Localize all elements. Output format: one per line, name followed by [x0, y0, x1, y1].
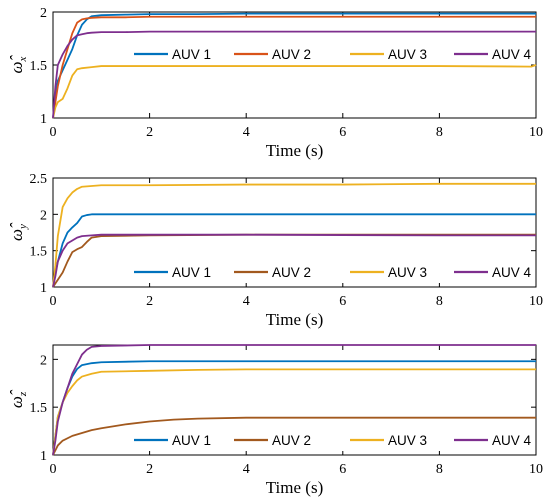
legend-label-auv-3: AUV 3	[388, 433, 427, 448]
x-tick-label: 4	[243, 294, 250, 309]
x-tick-label: 10	[529, 125, 543, 140]
legend-label-auv-3: AUV 3	[388, 47, 427, 62]
y-tick-label: 2	[40, 353, 47, 368]
y-axis-label-subscript: z	[17, 391, 29, 397]
y-axis-label: ω̂z	[7, 389, 29, 408]
x-tick-label: 6	[339, 294, 346, 309]
series-line-auv-2	[52, 15, 536, 119]
x-axis-label: Time (s)	[266, 141, 323, 160]
y-tick-label: 1	[40, 281, 47, 296]
legend: AUV 1 AUV 2 AUV 3 AUV 4	[130, 429, 532, 451]
y-tick-label: 2.5	[30, 172, 48, 187]
y-tick-label: 1.5	[30, 59, 48, 74]
legend-background	[130, 429, 526, 451]
legend-label-auv-2: AUV 2	[272, 433, 311, 448]
y-tick-label: 1.5	[30, 245, 48, 260]
x-tick-label: 2	[146, 462, 153, 477]
x-tick-label: 0	[50, 294, 57, 309]
legend-label-auv-3: AUV 3	[388, 265, 427, 280]
x-tick-label: 2	[146, 125, 153, 140]
legend: AUV 1 AUV 2 AUV 3 AUV 4	[130, 43, 532, 65]
y-axis-label: ω̂y	[7, 222, 29, 241]
x-tick-label: 8	[436, 294, 443, 309]
y-axis-label-subscript: x	[17, 56, 29, 62]
x-axis-label: Time (s)	[266, 478, 323, 497]
x-axis-label: Time (s)	[266, 310, 323, 329]
y-axis-label-subscript: y	[17, 224, 29, 230]
legend-label-auv-1: AUV 1	[172, 47, 211, 62]
series-line-auv-4	[52, 344, 536, 456]
legend-label-auv-1: AUV 1	[172, 433, 211, 448]
legend-label-auv-2: AUV 2	[272, 47, 311, 62]
legend: AUV 1 AUV 2 AUV 3 AUV 4	[130, 261, 532, 283]
series-line-auv-3	[52, 182, 536, 288]
series-line-auv-4	[52, 233, 536, 288]
x-tick-label: 4	[243, 125, 250, 140]
legend-label-auv-1: AUV 1	[172, 265, 211, 280]
y-tick-label: 2	[40, 6, 47, 21]
legend-label-auv-4: AUV 4	[492, 265, 532, 280]
y-tick-label: 1.5	[30, 401, 48, 416]
series-line-auv-4	[52, 30, 536, 119]
y-tick-label: 2	[40, 208, 47, 223]
series-line-auv-1	[52, 213, 536, 288]
x-tick-label: 0	[50, 462, 57, 477]
x-tick-label: 6	[339, 462, 346, 477]
legend-label-auv-4: AUV 4	[492, 47, 532, 62]
y-tick-label: 1	[40, 449, 47, 464]
axes-box	[52, 177, 537, 288]
legend-background	[130, 43, 526, 65]
legend-label-auv-4: AUV 4	[492, 433, 532, 448]
series-line-auv-2	[52, 416, 536, 456]
series-line-auv-3	[52, 64, 537, 119]
x-tick-label: 6	[339, 125, 346, 140]
x-tick-label: 4	[243, 462, 250, 477]
legend-label-auv-2: AUV 2	[272, 265, 311, 280]
x-tick-label: 2	[146, 294, 153, 309]
x-tick-label: 8	[436, 462, 443, 477]
x-tick-label: 10	[529, 462, 543, 477]
y-axis-label: ω̂x	[7, 54, 29, 73]
legend-background	[130, 261, 526, 283]
x-tick-label: 0	[50, 125, 57, 140]
y-tick-label: 1	[40, 112, 47, 127]
x-tick-label: 8	[436, 125, 443, 140]
x-tick-label: 10	[529, 294, 543, 309]
